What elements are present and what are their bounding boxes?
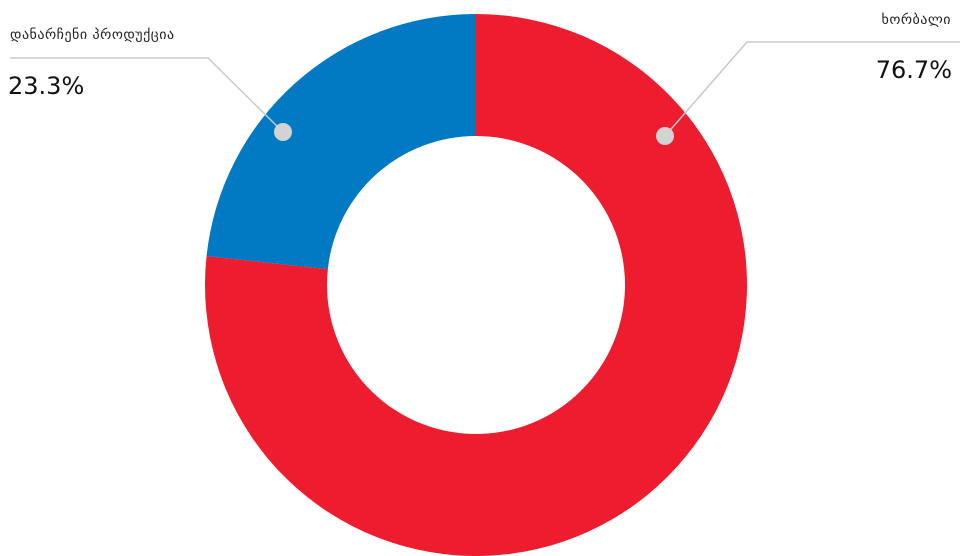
slice-label-other-products: დანარჩენი პროდუქცია <box>10 26 175 43</box>
donut-slices <box>205 14 748 556</box>
leader-line-wheat <box>664 41 960 137</box>
leader-dot-other-products <box>274 123 292 141</box>
slice-labels: ხორბალი 76.7% დანარჩენი პროდუქცია 23.3% <box>8 11 952 100</box>
slice-value-other-products: 23.3% <box>8 72 84 100</box>
leader-line-other-products <box>10 57 284 133</box>
slice-label-wheat: ხორბალი <box>882 11 951 28</box>
donut-slice-other-products <box>206 14 476 270</box>
leader-dot-wheat <box>656 127 674 145</box>
donut-slice-wheat <box>205 14 748 556</box>
slice-value-wheat: 76.7% <box>876 56 952 84</box>
leader-lines <box>10 41 960 145</box>
